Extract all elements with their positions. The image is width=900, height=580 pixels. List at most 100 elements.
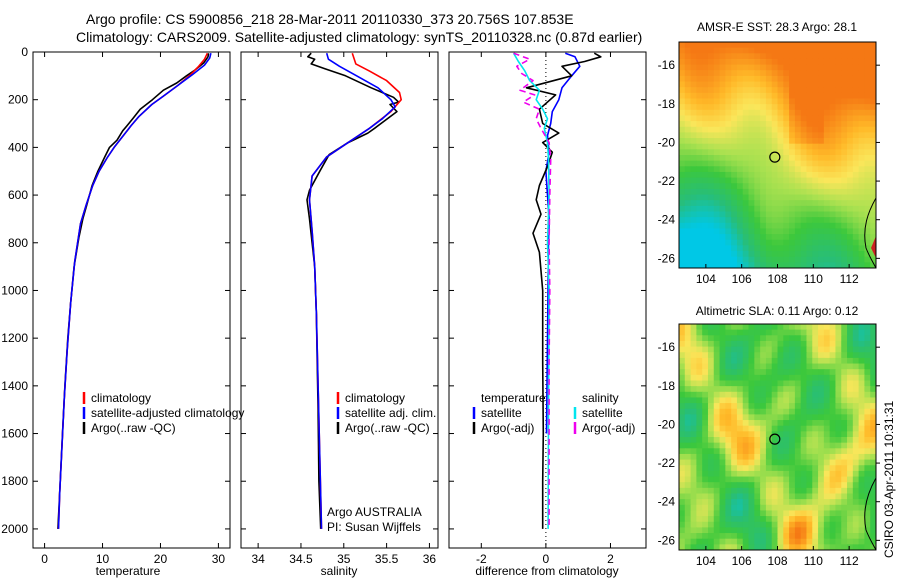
heatmap-cell (794, 160, 802, 167)
heatmap-cell (823, 476, 831, 483)
heatmap-cell (812, 425, 819, 432)
heatmap-cell (852, 138, 860, 145)
heatmap-cell (731, 487, 738, 495)
heatmap-cell (684, 70, 692, 77)
heatmap-cell (754, 87, 761, 94)
heatmap-cell (765, 75, 773, 83)
heatmap-cell (852, 75, 860, 83)
heatmap-cell (823, 194, 831, 201)
heatmap-cell (864, 81, 871, 88)
heatmap-cell (858, 357, 866, 365)
heatmap-cell (754, 222, 761, 230)
heatmap-cell (690, 369, 697, 376)
heatmap-cell (858, 200, 866, 207)
heatmap-cell (806, 104, 813, 111)
heatmap-cell (818, 448, 825, 455)
heatmap-cell (823, 516, 831, 523)
heatmap-cell (823, 335, 831, 342)
heatmap-cell (841, 516, 848, 523)
heatmap-cell (777, 132, 784, 139)
heatmap-cell (702, 459, 709, 466)
heatmap-cell (713, 47, 721, 54)
heatmap-cell (765, 493, 773, 500)
heatmap-cell (684, 538, 692, 545)
heatmap-cell (742, 346, 750, 353)
heatmap-cell (847, 81, 854, 88)
heatmap-cell (852, 516, 860, 523)
heatmap-cell (777, 126, 784, 133)
heatmap-cell (777, 340, 784, 348)
heatmap-cell (760, 369, 767, 376)
heatmap-cell (742, 352, 750, 359)
heatmap-cell (777, 188, 784, 196)
heatmap-cell (841, 234, 848, 241)
heatmap-cell (818, 211, 825, 218)
heatmap-cell (847, 104, 854, 111)
heatmap-cell (835, 493, 842, 500)
heatmap-cell (794, 245, 802, 252)
heatmap-cell (731, 465, 738, 472)
heatmap-cell (789, 470, 796, 478)
heatmap-cell (771, 470, 779, 478)
heatmap-cell (870, 109, 876, 117)
heatmap-cell (702, 346, 709, 353)
x-tick-label: 35.5 (375, 552, 399, 566)
heatmap-cell (754, 42, 761, 49)
heatmap-cell (707, 251, 715, 258)
heatmap-cell (679, 217, 686, 224)
heatmap-cell (852, 453, 860, 461)
heatmap-cell (707, 431, 715, 438)
heatmap-cell (679, 42, 686, 49)
heatmap-cell (852, 499, 860, 506)
heatmap-cell (847, 363, 854, 370)
heatmap-cell (864, 431, 871, 438)
heatmap-cell (736, 53, 744, 60)
heatmap-cell (771, 211, 779, 218)
heatmap-cell (806, 425, 813, 432)
heatmap-cell (719, 476, 726, 483)
heatmap-cell (771, 414, 779, 421)
heatmap-cell (725, 437, 732, 444)
heatmap-cell (684, 53, 692, 60)
heatmap-cell (841, 205, 848, 213)
heatmap-cell (806, 155, 813, 162)
heatmap-cell (841, 324, 848, 331)
heatmap-cell (789, 42, 796, 49)
heatmap-cell (760, 160, 767, 167)
heatmap-cell (754, 380, 761, 387)
heatmap-cell (841, 121, 848, 128)
heatmap-cell (829, 352, 837, 359)
heatmap-cell (690, 58, 697, 66)
heatmap-cell (731, 183, 738, 190)
heatmap-cell (754, 262, 761, 268)
heatmap-cell (760, 533, 767, 540)
heatmap-cell (835, 239, 842, 246)
heatmap-cell (777, 386, 784, 393)
heatmap-cell (777, 115, 784, 122)
heatmap-cell (684, 104, 692, 111)
heatmap-cell (852, 115, 860, 122)
heatmap-cell (870, 64, 876, 71)
heatmap-cell (771, 132, 779, 139)
salinity-axes-frame (240, 51, 439, 549)
heatmap-cell (806, 476, 813, 483)
heatmap-cell (731, 374, 738, 382)
heatmap-cell (783, 228, 790, 235)
heatmap-cell (835, 138, 842, 145)
heatmap-cell (835, 414, 842, 421)
heatmap-cell (702, 380, 709, 387)
heatmap-cell (806, 521, 813, 528)
heatmap-cell (841, 109, 848, 117)
heatmap-cell (864, 262, 871, 268)
heatmap-cell (765, 132, 773, 139)
heatmap-cell (679, 386, 686, 393)
heatmap-cell (719, 217, 726, 224)
heatmap-cell (847, 53, 854, 60)
heatmap-cell (858, 442, 866, 449)
heatmap-cell (696, 42, 703, 49)
heatmap-cell (742, 425, 750, 432)
heatmap-cell (690, 64, 697, 71)
heatmap-cell (800, 425, 808, 432)
heatmap-cell (789, 58, 796, 66)
